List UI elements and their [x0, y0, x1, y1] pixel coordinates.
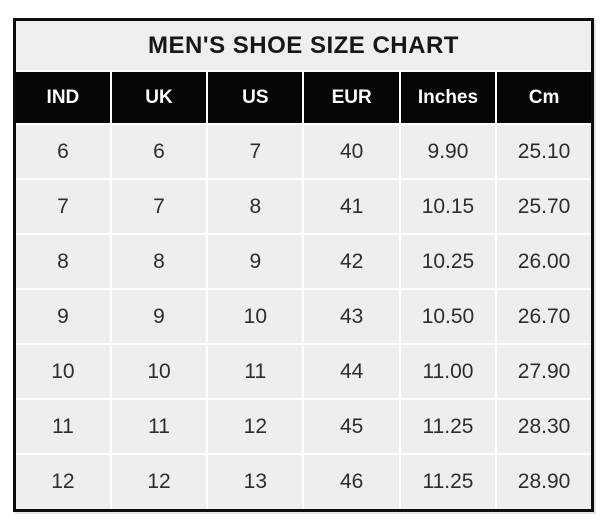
table-cell: 26.70 [495, 288, 594, 346]
table-row: 8 8 9 42 10.25 26.00 [13, 233, 594, 291]
table-cell: 45 [302, 398, 401, 456]
table-cell: 10.15 [398, 178, 498, 236]
table-row: 9 9 10 43 10.50 26.70 [13, 288, 594, 346]
table-cell: 10 [13, 343, 112, 401]
table-cell: 8 [13, 233, 112, 291]
table-cell: 6 [13, 122, 112, 181]
shoe-size-chart: MEN'S SHOE SIZE CHART IND UK US EUR Inch… [13, 18, 594, 512]
table-cell: 25.70 [495, 178, 594, 236]
table-cell: 26.00 [495, 233, 594, 291]
table-cell: 8 [109, 233, 209, 291]
chart-title: MEN'S SHOE SIZE CHART [13, 18, 594, 72]
table-cell: 12 [206, 398, 305, 456]
table-cell: 11.00 [398, 343, 498, 401]
table-cell: 44 [302, 343, 401, 401]
table-row: 12 12 13 46 11.25 28.90 [13, 453, 594, 512]
table-cell: 27.90 [495, 343, 594, 401]
table-cell: 7 [13, 178, 112, 236]
table-cell: 7 [206, 122, 305, 181]
column-header-cm: Cm [495, 70, 594, 125]
table-cell: 10 [109, 343, 209, 401]
table-cell: 12 [109, 453, 209, 512]
column-header-inches: Inches [398, 70, 498, 125]
table-cell: 9 [206, 233, 305, 291]
table-cell: 7 [109, 178, 209, 236]
table-cell: 11 [13, 398, 112, 456]
title-row: MEN'S SHOE SIZE CHART [13, 18, 594, 72]
column-header-uk: UK [109, 70, 209, 125]
table-cell: 28.90 [495, 453, 594, 512]
table-cell: 10.25 [398, 233, 498, 291]
table-cell: 46 [302, 453, 401, 512]
table-cell: 10.50 [398, 288, 498, 346]
table-cell: 11 [206, 343, 305, 401]
table-row: 7 7 8 41 10.15 25.70 [13, 178, 594, 236]
table-cell: 10 [206, 288, 305, 346]
table-cell: 9 [13, 288, 112, 346]
table-cell: 25.10 [495, 122, 594, 181]
table-cell: 9.90 [398, 122, 498, 181]
table-cell: 13 [206, 453, 305, 512]
table-cell: 42 [302, 233, 401, 291]
table-cell: 11.25 [398, 453, 498, 512]
header-row: IND UK US EUR Inches Cm [13, 70, 594, 125]
table-row: 10 10 11 44 11.00 27.90 [13, 343, 594, 401]
table-row: 6 6 7 40 9.90 25.10 [13, 122, 594, 181]
table-cell: 9 [109, 288, 209, 346]
table-cell: 41 [302, 178, 401, 236]
table-cell: 12 [13, 453, 112, 512]
table-row: 11 11 12 45 11.25 28.30 [13, 398, 594, 456]
table-cell: 8 [206, 178, 305, 236]
table-cell: 11 [109, 398, 209, 456]
table-cell: 6 [109, 122, 209, 181]
size-chart-table: MEN'S SHOE SIZE CHART IND UK US EUR Inch… [13, 18, 594, 512]
table-cell: 43 [302, 288, 401, 346]
column-header-eur: EUR [302, 70, 401, 125]
table-cell: 28.30 [495, 398, 594, 456]
table-cell: 40 [302, 122, 401, 181]
column-header-ind: IND [13, 70, 112, 125]
table-cell: 11.25 [398, 398, 498, 456]
column-header-us: US [206, 70, 305, 125]
